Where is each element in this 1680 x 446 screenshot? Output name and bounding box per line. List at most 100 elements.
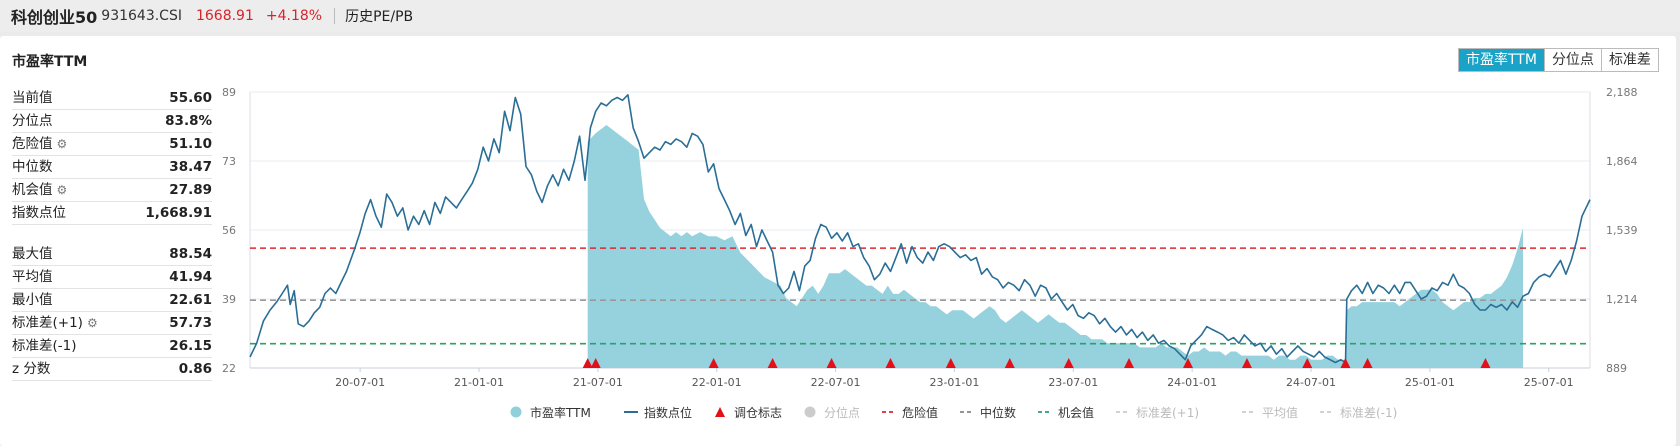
legend-label: 标准差(-1)	[1340, 406, 1397, 420]
stat-value: 41.94	[169, 269, 212, 285]
legend-item[interactable]: 标准差(-1)	[1320, 406, 1397, 420]
pe-chart[interactable]: 89 73 56 39 22 2,188 1,864 1,539 1,214 889 20-07-0…	[0, 36, 1676, 446]
rebalance-marker	[1480, 358, 1491, 368]
legend-label: 标准差(+1)	[1136, 406, 1199, 420]
stat-label: 平均值	[12, 269, 53, 285]
legend-label: 平均值	[1262, 405, 1298, 420]
x-tick-label: 23-01-01	[929, 376, 979, 389]
right-tick-label: 2,188	[1606, 86, 1638, 99]
tab-percentile[interactable]: 分位点	[1543, 49, 1601, 71]
legend-dot-icon	[804, 406, 816, 418]
stat-value: 88.54	[169, 246, 212, 262]
x-tick-label: 20-07-01	[335, 376, 385, 389]
x-tick-label: 24-07-01	[1286, 376, 1336, 389]
panel-title: 市盈率TTM	[12, 54, 88, 70]
stat-value: 55.60	[169, 90, 212, 106]
legend-item[interactable]: 平均值	[1242, 405, 1298, 420]
stat-row: 分位点 83.8%	[12, 110, 212, 133]
stat-row: 中位数 38.47	[12, 156, 212, 179]
x-tick-label: 22-07-01	[811, 376, 861, 389]
stat-value: 22.61	[169, 292, 212, 308]
header-divider	[334, 8, 336, 24]
legend-item[interactable]: 标准差(+1)	[1116, 406, 1199, 420]
index-change: +4.18%	[265, 8, 323, 24]
stat-value: 83.8%	[165, 113, 212, 129]
left-tick-label: 56	[222, 224, 236, 237]
legend-label: 中位数	[980, 405, 1016, 420]
index-price: 1668.91	[195, 8, 254, 24]
gear-icon[interactable]: ⚙	[56, 137, 68, 151]
right-tick-label: 1,864	[1606, 155, 1638, 168]
left-tick-label: 39	[222, 293, 236, 306]
stat-row: 标准差(-1) 26.15	[12, 335, 212, 358]
legend-label: 调仓标志	[734, 406, 782, 420]
legend-item[interactable]: 机会值	[1038, 405, 1094, 420]
rebalance-marker	[945, 358, 956, 368]
tab-std-dev[interactable]: 标准差	[1600, 49, 1658, 71]
rebalance-marker	[1004, 358, 1015, 368]
rebalance-marker	[590, 358, 601, 368]
stat-label: z 分数	[12, 361, 51, 377]
rebalance-marker	[1063, 358, 1074, 368]
legend-item[interactable]: 危险值	[882, 405, 938, 420]
legend-label: 分位点	[824, 405, 860, 420]
legend-item[interactable]: 指数点位	[624, 405, 692, 420]
x-tick-label: 21-01-01	[454, 376, 504, 389]
rebalance-marker	[1362, 358, 1373, 368]
stat-row: 危险值 ⚙ 51.10	[12, 133, 212, 156]
right-tick-label: 889	[1606, 362, 1627, 375]
x-tick-label: 25-07-01	[1524, 376, 1574, 389]
chart-legend: 市盈率TTM 指数点位 调仓标志 分位点 危险值 中位数 机会值 标准差(+1) 平均值 标准差(…	[510, 405, 1397, 420]
legend-item[interactable]: 分位点	[804, 405, 861, 420]
x-tick-label: 23-07-01	[1048, 376, 1098, 389]
stat-value: 51.10	[169, 136, 212, 152]
legend-item[interactable]: 调仓标志	[715, 406, 782, 420]
stat-value: 26.15	[169, 338, 212, 354]
x-tick-label: 25-01-01	[1405, 376, 1455, 389]
index-line	[249, 94, 1591, 364]
legend-item[interactable]: 中位数	[960, 405, 1016, 420]
stat-label: 指数点位	[12, 205, 66, 221]
stat-value: 0.86	[178, 361, 212, 377]
index-header: 科创创业50 931643.CSI 1668.91 +4.18% 历史PE/PB	[0, 0, 1680, 32]
left-tick-label: 73	[222, 155, 236, 168]
stat-row: z 分数 0.86	[12, 358, 212, 381]
stat-label: 标准差(-1)	[12, 338, 77, 354]
rebalance-marker	[1183, 358, 1193, 368]
left-tick-label: 89	[222, 86, 236, 99]
stat-value: 38.47	[169, 159, 212, 175]
stat-label: 最大值	[12, 246, 53, 262]
gear-icon[interactable]: ⚙	[56, 183, 68, 197]
legend-label: 危险值	[902, 405, 938, 420]
tab-pe-ttm[interactable]: 市盈率TTM	[1459, 49, 1544, 71]
rebalance-marker	[582, 358, 593, 368]
stat-row: 平均值 41.94	[12, 266, 212, 289]
x-tick-label: 22-01-01	[692, 376, 742, 389]
stat-row: 标准差(+1) ⚙ 57.73	[12, 312, 212, 335]
rebalance-marker	[885, 358, 896, 368]
stat-row: 机会值 ⚙ 27.89	[12, 179, 212, 202]
x-tick-label: 21-07-01	[573, 376, 623, 389]
rebalance-marker	[1302, 358, 1313, 368]
stat-label: 标准差(+1) ⚙	[12, 312, 98, 334]
stats-history: 最大值 88.54 平均值 41.94 最小值 22.61 标准差(+1) ⚙ 57.73…	[12, 243, 212, 381]
legend-triangle-icon	[715, 407, 725, 417]
history-pe-pb-link[interactable]: 历史PE/PB	[345, 9, 414, 25]
x-tick-label: 24-01-01	[1167, 376, 1217, 389]
stat-row: 最大值 88.54	[12, 243, 212, 266]
legend-label: 指数点位	[644, 405, 692, 420]
rebalance-marker	[1241, 358, 1252, 368]
rebalance-marker	[1340, 358, 1351, 368]
stat-row: 最小值 22.61	[12, 289, 212, 312]
rebalance-marker	[708, 358, 719, 368]
rebalance-marker	[1124, 358, 1135, 368]
rebalance-marker	[767, 358, 778, 368]
stat-label: 机会值 ⚙	[12, 179, 67, 201]
stat-value: 1,668.91	[145, 205, 212, 221]
gear-icon[interactable]: ⚙	[86, 316, 98, 330]
stat-label: 最小值	[12, 292, 53, 308]
stat-label: 危险值 ⚙	[12, 133, 67, 155]
legend-label: 机会值	[1058, 405, 1094, 420]
left-tick-label: 22	[222, 362, 236, 375]
legend-item[interactable]: 市盈率TTM	[510, 405, 591, 420]
